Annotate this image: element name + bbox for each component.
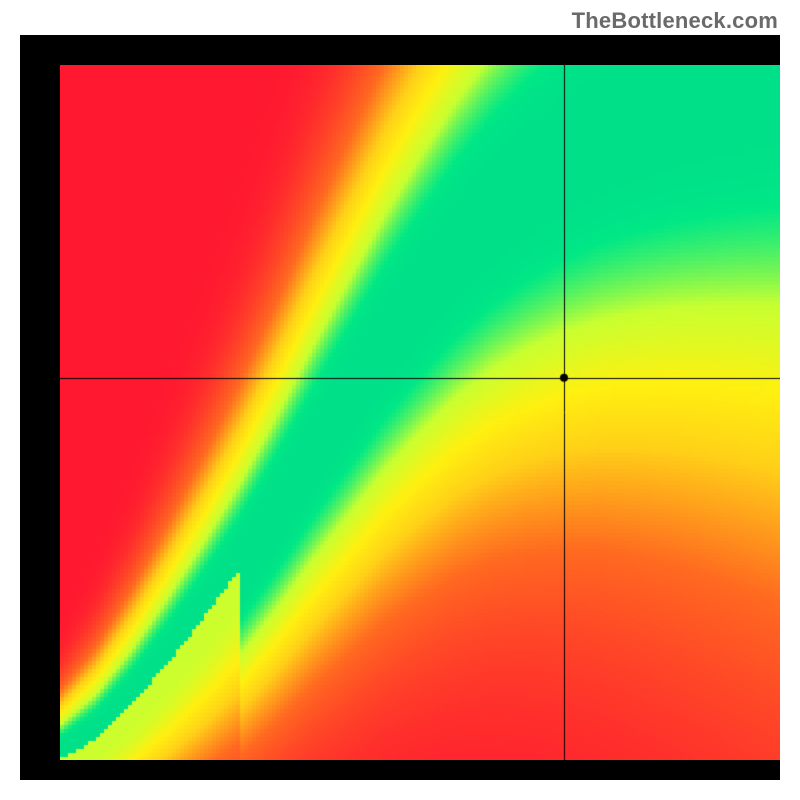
bottleneck-heatmap [60,65,780,760]
watermark-text: TheBottleneck.com [572,8,778,34]
plot-frame [20,35,780,780]
